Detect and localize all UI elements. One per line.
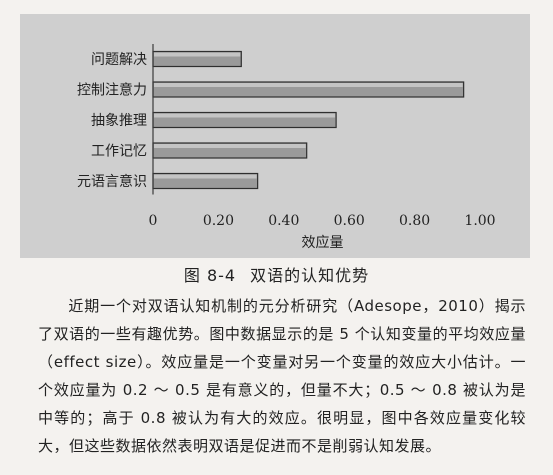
- x-tick-label-6: 1.00: [464, 213, 495, 229]
- bar-highlight-5: [154, 174, 257, 179]
- category-label-3: 抽象推理: [91, 113, 147, 129]
- category-label-1: 问题解决: [91, 52, 147, 68]
- bar-highlight-2: [154, 83, 463, 87]
- chart-panel: 问题解决控制注意力抽象推理工作记忆元语言意识 0 0.20 0.40 0.60 0.80…: [20, 14, 530, 258]
- x-tick-label-3: 0.40: [268, 213, 299, 229]
- x-tick-label-1: 0: [149, 213, 158, 229]
- x-tick-label-4: 0.60: [334, 213, 365, 229]
- x-axis-title: 效应量: [302, 234, 344, 251]
- x-tick-label-2: 0.20: [203, 213, 234, 229]
- category-label-4: 工作记忆: [91, 144, 147, 160]
- body-paragraph: 近期一个对双语认知机制的元分析研究（Adesope，2010）揭示了双语的一些有…: [38, 292, 526, 460]
- category-label-5: 元语言意识: [77, 173, 147, 190]
- figure-title: 双语的认知优势: [250, 266, 370, 285]
- bar-highlight-4: [154, 144, 306, 148]
- figure-number: 图 8-4: [183, 266, 237, 285]
- x-tick-label-5: 0.80: [399, 213, 430, 229]
- paragraph-text: 近期一个对双语认知机制的元分析研究（Adesope，2010）揭示了双语的一些有…: [38, 297, 526, 455]
- bar-highlight-1: [154, 52, 241, 57]
- bars-layer: [152, 50, 465, 190]
- x-tick-labels: 0 0.20 0.40 0.60 0.80 1.00: [149, 213, 496, 229]
- figure-caption: 图 8-4 双语的认知优势: [0, 262, 553, 286]
- bar-highlight-3: [154, 113, 336, 118]
- category-label-2: 控制注意力: [77, 82, 147, 99]
